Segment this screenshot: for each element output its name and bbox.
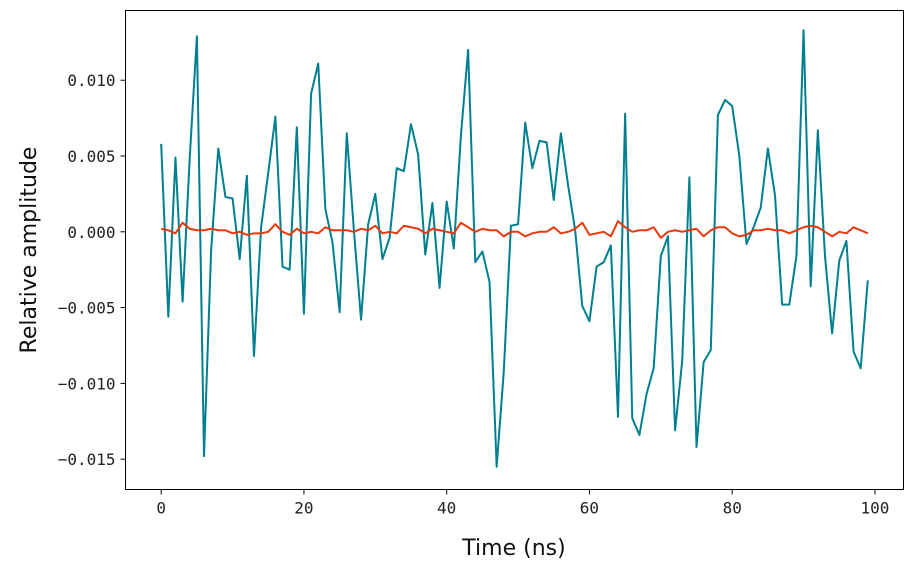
series-line-2 (160, 220, 869, 239)
y-tick-label: −0.010 (58, 374, 116, 393)
y-axis-label: Relative amplitude (17, 147, 42, 354)
x-tick-label: 20 (294, 499, 313, 518)
series-line-1 (160, 29, 869, 468)
series-group (160, 29, 869, 468)
x-tick-label: 40 (437, 499, 456, 518)
x-tick-label: 100 (860, 499, 889, 518)
y-tick-label: 0.005 (67, 147, 115, 166)
x-axis-label: Time (ns) (461, 536, 565, 561)
y-tick-label: −0.005 (58, 299, 116, 318)
x-axis-ticks: 0 20 40 60 80 100 (156, 489, 889, 518)
y-tick-label: 0.000 (67, 223, 115, 242)
x-tick-label: 60 (580, 499, 599, 518)
y-tick-label: −0.015 (58, 450, 116, 469)
y-tick-label: 0.010 (67, 71, 115, 90)
plot-frame (125, 10, 904, 490)
x-tick-label: 80 (723, 499, 742, 518)
y-axis-ticks: −0.015 −0.010 −0.005 0.000 0.005 0.010 (58, 71, 126, 469)
x-tick-label: 0 (156, 499, 166, 518)
